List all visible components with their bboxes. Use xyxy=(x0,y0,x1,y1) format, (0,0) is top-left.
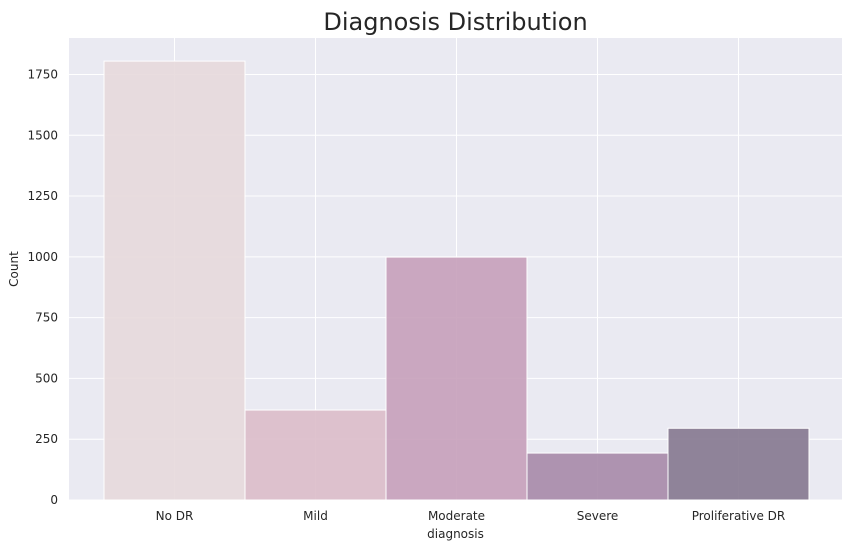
y-tick-label: 1750 xyxy=(27,67,58,81)
y-tick-label: 1250 xyxy=(27,189,58,203)
bar-severe xyxy=(526,452,669,501)
bar-mild xyxy=(244,409,387,501)
chart-title: Diagnosis Distribution xyxy=(323,8,587,36)
x-axis-label: diagnosis xyxy=(427,527,484,541)
y-tick-labels: 0 250 500 750 1000 1250 1500 1750 xyxy=(27,67,58,507)
bar-proliferative-dr xyxy=(667,427,810,501)
y-tick-label: 0 xyxy=(50,493,58,507)
x-tick-label: Proliferative DR xyxy=(692,509,786,523)
x-tick-label: Moderate xyxy=(428,509,485,523)
y-tick-label: 1500 xyxy=(27,128,58,142)
x-tick-label: No DR xyxy=(156,509,194,523)
x-tick-label: Severe xyxy=(577,509,619,523)
y-axis-label: Count xyxy=(7,251,21,287)
bar-no-dr xyxy=(103,60,246,501)
bars xyxy=(103,60,810,501)
bar-moderate xyxy=(385,256,528,501)
y-tick-label: 750 xyxy=(35,311,58,325)
y-tick-label: 250 xyxy=(35,432,58,446)
x-tick-label: Mild xyxy=(303,509,328,523)
y-tick-label: 1000 xyxy=(27,250,58,264)
y-tick-label: 500 xyxy=(35,371,58,385)
x-tick-labels: No DR Mild Moderate Severe Proliferative DR xyxy=(156,509,786,523)
